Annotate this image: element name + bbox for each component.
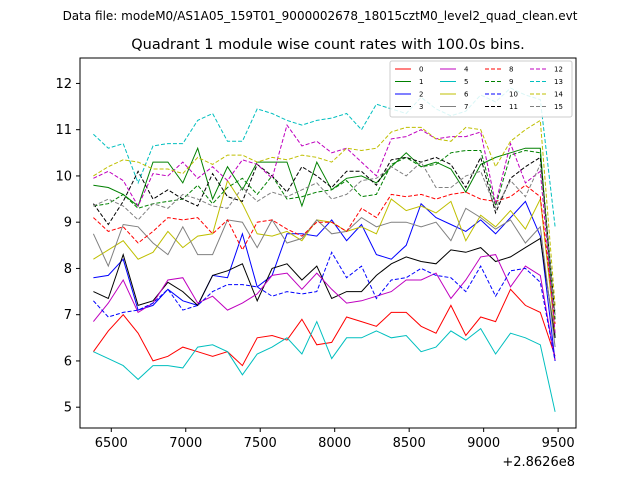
y-tick-label: 12 — [55, 77, 72, 92]
series-line-12 — [93, 123, 556, 334]
y-tick-label: 6 — [64, 354, 72, 369]
series-line-10 — [93, 251, 556, 361]
series-line-1 — [93, 146, 556, 338]
x-tick-label: 8000 — [318, 436, 351, 451]
legend-label-8: 8 — [509, 66, 513, 74]
legend-label-14: 14 — [554, 91, 563, 99]
legend-label-12: 12 — [554, 66, 563, 74]
series-line-6 — [93, 179, 556, 334]
legend-label-0: 0 — [419, 66, 423, 74]
series-line-5 — [93, 320, 556, 412]
y-axis: 5 6 7 8 9 10 11 12 — [55, 77, 80, 416]
legend-label-15: 15 — [554, 103, 563, 111]
legend-label-9: 9 — [509, 78, 513, 86]
legend-label-3: 3 — [419, 103, 423, 111]
series-line-11 — [92, 155, 556, 315]
legend-label-10: 10 — [509, 91, 518, 99]
x-tick-label: 9500 — [542, 436, 575, 451]
series-line-2 — [93, 200, 556, 361]
series-line-8 — [93, 184, 556, 324]
legend-label-5: 5 — [464, 78, 468, 86]
legend-label-11: 11 — [509, 103, 518, 111]
x-offset-label: +2.8626e8 — [502, 455, 575, 470]
y-tick-label: 10 — [55, 169, 72, 184]
y-tick-label: 11 — [55, 123, 72, 138]
datafile-caption: Data file: modeM0/AS1A05_159T01_90000026… — [63, 9, 578, 23]
y-tick-label: 5 — [64, 401, 72, 416]
legend-label-7: 7 — [464, 103, 468, 111]
chart-title: Quadrant 1 module wise count rates with … — [131, 37, 525, 53]
legend-label-13: 13 — [554, 78, 563, 86]
x-tick-label: 7500 — [244, 436, 277, 451]
legend-label-1: 1 — [419, 78, 423, 86]
legend-label-2: 2 — [419, 91, 423, 99]
x-tick-label: 9000 — [467, 436, 500, 451]
series-line-9 — [93, 149, 556, 320]
series-line-14 — [93, 119, 556, 306]
x-tick-label: 7000 — [169, 436, 202, 451]
y-tick-label: 9 — [64, 216, 72, 231]
x-axis: 6500 7000 7500 8000 8500 9000 9500 — [95, 428, 575, 451]
axes-frame — [79, 57, 577, 429]
x-tick-label: 6500 — [95, 436, 128, 451]
legend-label-4: 4 — [464, 66, 469, 74]
y-tick-label: 8 — [64, 262, 72, 277]
legend-label-6: 6 — [464, 91, 469, 99]
series-line-4 — [93, 254, 556, 361]
series-line-0 — [92, 288, 556, 367]
legend-box — [389, 60, 573, 118]
y-tick-label: 7 — [64, 308, 72, 323]
series-line-7 — [92, 207, 556, 348]
plot-area — [92, 87, 556, 412]
series-line-15 — [93, 161, 556, 315]
series-line-3 — [93, 237, 556, 338]
x-tick-label: 8500 — [393, 436, 426, 451]
